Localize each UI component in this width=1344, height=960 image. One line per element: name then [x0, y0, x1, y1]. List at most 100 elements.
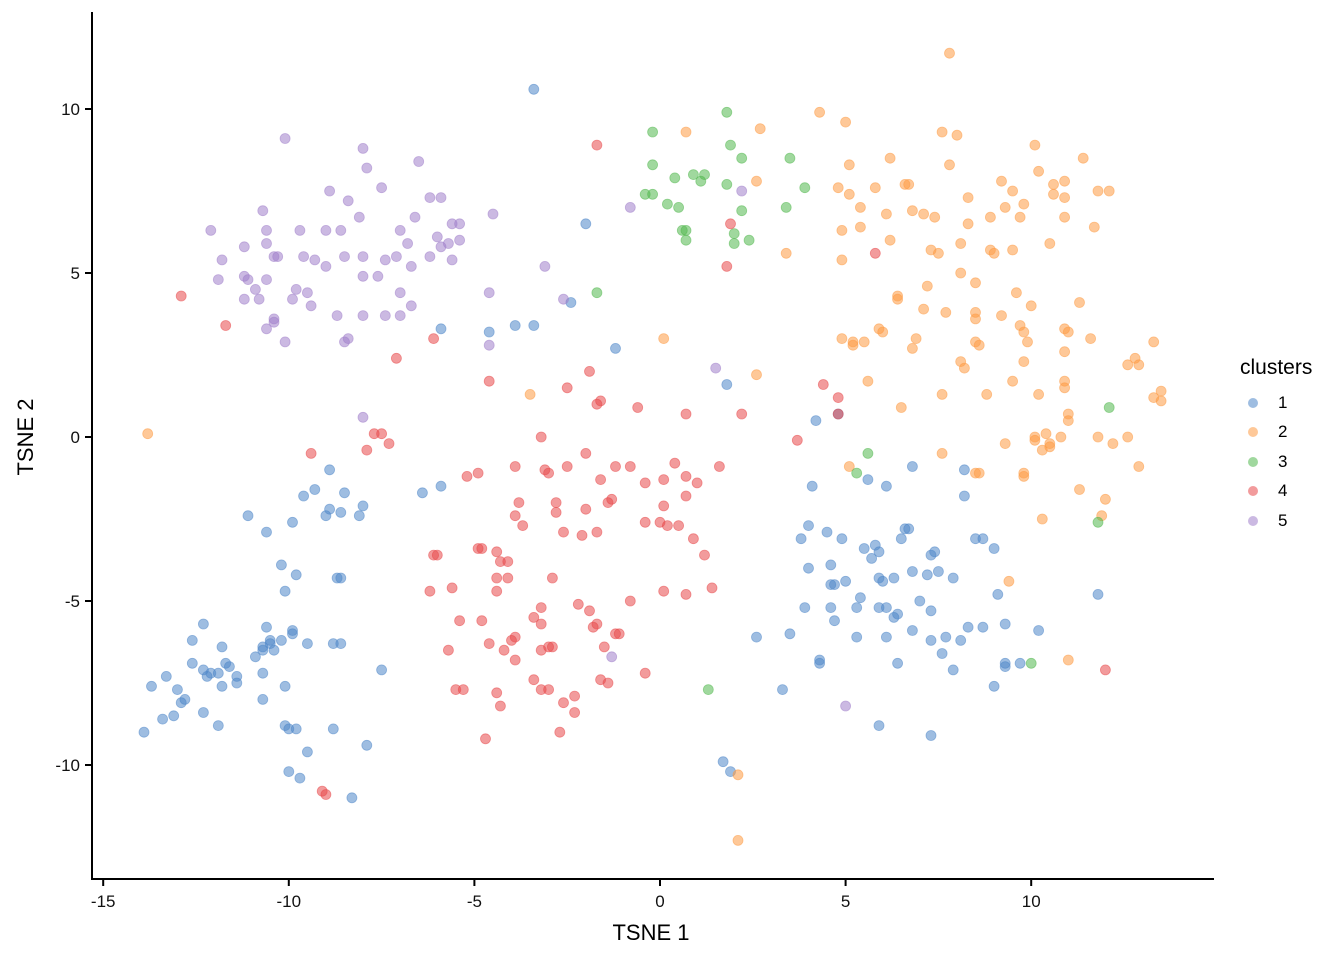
data-point-cluster-4 [491, 572, 503, 584]
data-point-cluster-4 [680, 490, 692, 502]
data-point-cluster-2 [1014, 211, 1026, 223]
y-tick-label: -10 [55, 756, 80, 775]
data-point-cluster-2 [680, 126, 692, 138]
data-point-cluster-1 [257, 644, 269, 656]
data-point-cluster-4 [680, 589, 692, 600]
data-point-cluster-1 [799, 602, 811, 613]
data-point-cluster-5 [298, 251, 310, 263]
data-point-cluster-2 [970, 313, 981, 325]
data-point-cluster-3 [669, 172, 681, 184]
data-point-cluster-5 [379, 254, 391, 266]
data-point-cluster-1 [138, 726, 150, 738]
data-point-cluster-4 [502, 556, 514, 567]
data-point-cluster-2 [988, 247, 1000, 259]
data-point-cluster-1 [921, 569, 933, 581]
data-point-cluster-1 [936, 648, 948, 659]
data-point-cluster-2 [869, 182, 881, 194]
data-point-cluster-2 [862, 375, 874, 387]
data-point-cluster-1 [353, 510, 365, 522]
data-point-cluster-1 [376, 664, 388, 676]
data-point-cluster-1 [257, 667, 269, 679]
data-point-cluster-1 [892, 657, 903, 669]
data-point-cluster-5 [558, 293, 569, 305]
data-point-cluster-2 [836, 224, 848, 236]
data-point-cluster-4 [569, 707, 580, 718]
data-point-cluster-5 [483, 287, 495, 299]
data-point-cluster-2 [1007, 375, 1018, 387]
legend-label: 2 [1278, 422, 1288, 442]
data-point-cluster-4 [725, 218, 736, 230]
data-point-cluster-2 [925, 244, 937, 256]
data-point-cluster-4 [424, 585, 436, 597]
data-point-cluster-1 [988, 680, 1000, 692]
data-point-cluster-5 [357, 310, 369, 322]
data-point-cluster-4 [535, 431, 547, 443]
data-point-cluster-4 [491, 585, 503, 597]
data-point-cluster-2 [832, 182, 844, 194]
data-point-cluster-1 [947, 572, 959, 584]
data-point-cluster-2 [843, 461, 855, 472]
data-point-cluster-1 [955, 635, 967, 646]
data-point-cluster-1 [873, 546, 885, 558]
data-point-cluster-1 [275, 635, 287, 646]
data-point-cluster-2 [1074, 297, 1085, 308]
data-point-cluster-3 [688, 169, 699, 181]
data-point-cluster-1 [509, 320, 521, 331]
data-point-cluster-4 [680, 470, 692, 482]
data-point-cluster-4 [550, 497, 562, 509]
data-point-cluster-1 [907, 625, 918, 636]
data-point-cluster-1 [866, 553, 877, 564]
data-point-cluster-2 [1085, 333, 1096, 345]
data-point-cluster-2 [1025, 300, 1037, 312]
data-point-cluster-1 [829, 579, 840, 590]
data-point-cluster-1 [977, 533, 989, 545]
data-point-cluster-2 [1092, 185, 1104, 197]
data-point-cluster-1 [962, 621, 974, 633]
data-point-cluster-4 [706, 582, 718, 594]
data-point-cluster-2 [936, 126, 948, 138]
data-point-cluster-1 [298, 490, 310, 502]
data-point-cluster-1 [249, 651, 261, 663]
data-point-cluster-1 [751, 631, 762, 643]
data-point-cluster-1 [803, 520, 814, 531]
data-point-cluster-4 [658, 474, 670, 486]
legend-item-4: 4 [1240, 477, 1312, 507]
data-point-cluster-2 [895, 402, 907, 413]
data-point-cluster-5 [435, 192, 447, 204]
data-point-cluster-1 [261, 621, 272, 633]
data-point-cluster-4 [591, 139, 603, 151]
data-point-cluster-1 [435, 480, 447, 492]
data-point-cluster-4 [554, 726, 566, 738]
data-point-cluster-5 [409, 211, 421, 223]
data-point-cluster-4 [517, 520, 529, 531]
data-point-cluster-3 [1025, 657, 1037, 669]
data-point-cluster-1 [179, 694, 191, 705]
data-point-cluster-1 [160, 671, 172, 682]
data-point-cluster-2 [1044, 438, 1056, 450]
data-point-cluster-4 [547, 641, 558, 653]
data-point-cluster-1 [858, 543, 870, 554]
data-point-cluster-2 [1059, 192, 1070, 204]
data-point-cluster-5 [394, 224, 406, 236]
x-tick-label: 5 [841, 892, 850, 911]
y-tick-label: 10 [61, 100, 80, 119]
data-point-cluster-1 [940, 631, 952, 643]
data-point-cluster-2 [1022, 336, 1033, 348]
data-point-cluster-3 [725, 139, 736, 151]
data-point-cluster-4 [639, 667, 651, 679]
data-point-cluster-4 [558, 697, 569, 709]
data-point-cluster-2 [907, 205, 918, 217]
data-point-cluster-3 [699, 169, 710, 181]
data-point-cluster-4 [606, 493, 618, 505]
data-point-cluster-4 [509, 510, 521, 522]
data-point-cluster-1 [1014, 657, 1026, 669]
data-point-cluster-4 [869, 247, 881, 259]
data-point-cluster-2 [999, 201, 1011, 213]
data-point-cluster-3 [743, 234, 755, 246]
data-point-cluster-4 [632, 402, 644, 413]
data-point-cluster-5 [487, 208, 499, 220]
data-point-cluster-4 [624, 461, 636, 472]
data-point-cluster-1 [810, 415, 822, 427]
data-point-cluster-4 [658, 585, 670, 597]
